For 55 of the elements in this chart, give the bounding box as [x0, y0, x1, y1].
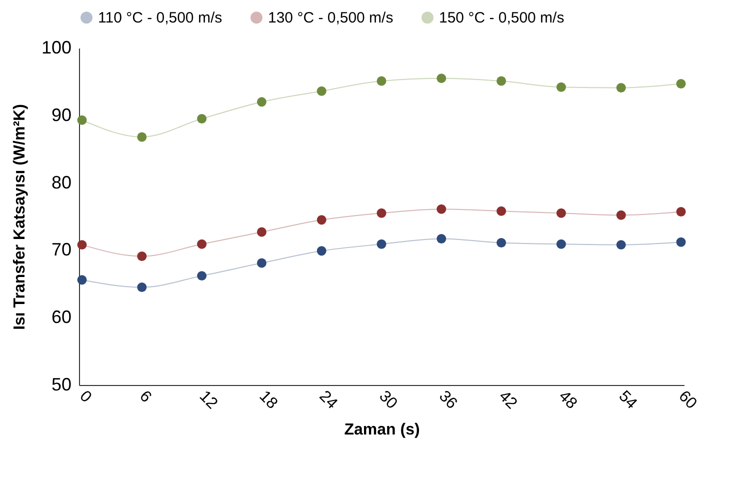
point: [556, 208, 566, 218]
point: [496, 76, 506, 86]
point: [137, 132, 147, 142]
point: [137, 252, 147, 261]
point: [556, 82, 566, 92]
point: [376, 208, 386, 218]
x-tick-label: 0: [76, 388, 95, 406]
point: [436, 234, 446, 244]
x-tick-label: 24: [316, 388, 340, 413]
point: [616, 240, 626, 250]
x-tick-label: 6: [136, 388, 154, 406]
point: [77, 115, 87, 125]
point: [316, 215, 326, 225]
point: [376, 239, 386, 249]
point: [496, 238, 506, 248]
x-tick-label: 12: [196, 388, 221, 413]
point: [376, 76, 386, 86]
point: [256, 258, 266, 268]
x-tick-label: 54: [615, 388, 640, 413]
point: [77, 275, 87, 285]
x-tick-label: 48: [555, 388, 580, 413]
x-tick-label: 42: [495, 388, 520, 413]
point: [77, 240, 87, 250]
point: [616, 210, 626, 220]
point: [316, 246, 326, 256]
x-axis-title: Zaman (s): [344, 422, 420, 439]
point: [137, 282, 147, 292]
legend-label: 150 °C - 0,500 m/s: [439, 10, 564, 27]
x-tick-label: 30: [376, 388, 400, 413]
x-tick-label: 18: [256, 388, 281, 413]
y-tick-label: 90: [51, 104, 72, 125]
point: [496, 206, 506, 216]
point: [676, 237, 686, 247]
point: [676, 78, 686, 88]
x-tick-label: 36: [436, 388, 460, 413]
y-tick-label: 100: [41, 38, 72, 58]
point: [197, 239, 207, 249]
point: [256, 227, 266, 237]
point: [436, 74, 446, 84]
point: [316, 86, 326, 96]
point: [197, 114, 207, 124]
point: [556, 239, 566, 249]
point: [676, 207, 686, 217]
point: [436, 204, 446, 214]
x-tick-label: 60: [675, 388, 700, 413]
y-axis-title: Isı Transfer Katsayısı (W/m²K): [11, 104, 28, 330]
legend-label: 130 °C - 0,500 m/s: [268, 10, 394, 27]
point: [256, 97, 266, 107]
y-tick-label: 70: [51, 240, 72, 260]
point: [197, 271, 207, 281]
legend-label: 110 °C - 0,500 m/s: [98, 10, 222, 27]
y-tick-label: 80: [51, 172, 72, 192]
point: [616, 83, 626, 92]
y-tick-label: 60: [51, 307, 72, 328]
y-tick-label: 50: [51, 374, 72, 394]
